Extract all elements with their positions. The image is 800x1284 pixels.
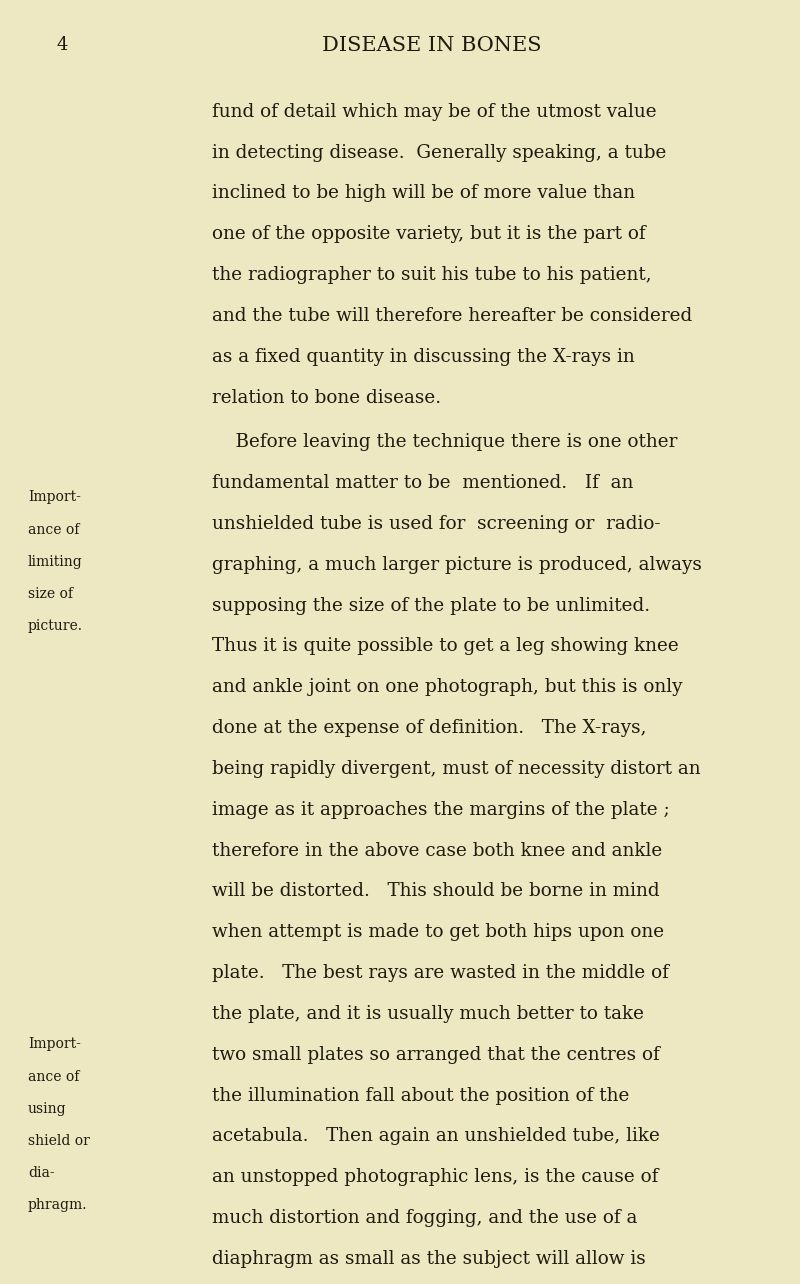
Text: one of the opposite variety, but it is the part of: one of the opposite variety, but it is t…: [212, 225, 646, 243]
Text: Before leaving the technique there is one other: Before leaving the technique there is on…: [212, 433, 678, 451]
Text: will be distorted.   This should be borne in mind: will be distorted. This should be borne …: [212, 882, 660, 900]
Text: ance of: ance of: [28, 1070, 79, 1084]
Text: picture.: picture.: [28, 619, 83, 633]
Text: an unstopped photographic lens, is the cause of: an unstopped photographic lens, is the c…: [212, 1168, 658, 1186]
Text: much distortion and fogging, and the use of a: much distortion and fogging, and the use…: [212, 1210, 638, 1228]
Text: supposing the size of the plate to be unlimited.: supposing the size of the plate to be un…: [212, 597, 650, 615]
Text: in detecting disease.  Generally speaking, a tube: in detecting disease. Generally speaking…: [212, 144, 666, 162]
Text: Import-: Import-: [28, 1037, 81, 1052]
Text: diaphragm as small as the subject will allow is: diaphragm as small as the subject will a…: [212, 1249, 646, 1267]
Text: fundamental matter to be  mentioned.   If  an: fundamental matter to be mentioned. If a…: [212, 474, 634, 492]
Text: using: using: [28, 1102, 66, 1116]
Text: size of: size of: [28, 587, 73, 601]
Text: the plate, and it is usually much better to take: the plate, and it is usually much better…: [212, 1005, 644, 1023]
Text: being rapidly divergent, must of necessity distort an: being rapidly divergent, must of necessi…: [212, 760, 701, 778]
Text: Import-: Import-: [28, 490, 81, 505]
Text: relation to bone disease.: relation to bone disease.: [212, 389, 441, 407]
Text: and ankle joint on one photograph, but this is only: and ankle joint on one photograph, but t…: [212, 678, 682, 696]
Text: plate.   The best rays are wasted in the middle of: plate. The best rays are wasted in the m…: [212, 964, 669, 982]
Text: and the tube will therefore hereafter be considered: and the tube will therefore hereafter be…: [212, 307, 692, 325]
Text: Thus it is quite possible to get a leg showing knee: Thus it is quite possible to get a leg s…: [212, 637, 678, 655]
Text: therefore in the above case both knee and ankle: therefore in the above case both knee an…: [212, 841, 662, 859]
Text: acetabula.   Then again an unshielded tube, like: acetabula. Then again an unshielded tube…: [212, 1127, 660, 1145]
Text: the radiographer to suit his tube to his patient,: the radiographer to suit his tube to his…: [212, 266, 652, 284]
Text: image as it approaches the margins of the plate ;: image as it approaches the margins of th…: [212, 801, 670, 819]
Text: unshielded tube is used for  screening or  radio-: unshielded tube is used for screening or…: [212, 515, 661, 533]
Text: ance of: ance of: [28, 523, 79, 537]
Text: the illumination fall about the position of the: the illumination fall about the position…: [212, 1086, 630, 1104]
Text: shield or: shield or: [28, 1134, 90, 1148]
Text: inclined to be high will be of more value than: inclined to be high will be of more valu…: [212, 185, 635, 203]
Text: graphing, a much larger picture is produced, always: graphing, a much larger picture is produ…: [212, 556, 702, 574]
Text: limiting: limiting: [28, 555, 82, 569]
Text: fund of detail which may be of the utmost value: fund of detail which may be of the utmos…: [212, 103, 657, 121]
Text: dia-: dia-: [28, 1166, 54, 1180]
Text: done at the expense of definition.   The X-rays,: done at the expense of definition. The X…: [212, 719, 646, 737]
Text: as a fixed quantity in discussing the X-rays in: as a fixed quantity in discussing the X-…: [212, 348, 634, 366]
Text: 4: 4: [56, 36, 67, 54]
Text: DISEASE IN BONES: DISEASE IN BONES: [322, 36, 542, 55]
Text: when attempt is made to get both hips upon one: when attempt is made to get both hips up…: [212, 923, 664, 941]
Text: two small plates so arranged that the centres of: two small plates so arranged that the ce…: [212, 1045, 660, 1063]
Text: phragm.: phragm.: [28, 1198, 87, 1212]
